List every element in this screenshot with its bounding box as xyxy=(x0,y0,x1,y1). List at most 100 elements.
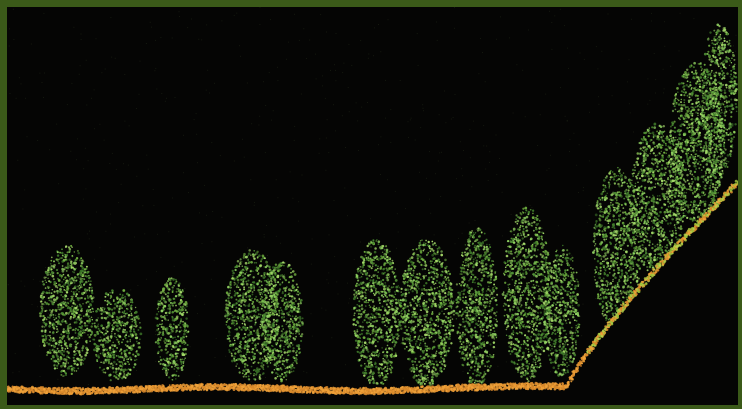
vegetation-point xyxy=(225,324,228,326)
vegetation-point xyxy=(53,318,56,321)
vegetation-point xyxy=(67,352,70,355)
vegetation-point xyxy=(273,285,276,288)
vegetation-point xyxy=(76,249,79,252)
vegetation-point xyxy=(284,371,287,374)
vegetation-point xyxy=(281,325,284,328)
noise-point xyxy=(279,242,281,244)
vegetation-point xyxy=(177,311,180,313)
vegetation-point xyxy=(161,323,163,325)
vegetation-point xyxy=(436,286,439,289)
vegetation-point xyxy=(375,354,378,357)
vegetation-point xyxy=(120,352,123,355)
noise-point xyxy=(334,256,336,258)
vegetation-point xyxy=(241,283,244,286)
vegetation-point xyxy=(83,268,87,271)
vegetation-point xyxy=(416,326,418,328)
vegetation-point xyxy=(406,280,409,284)
vegetation-point xyxy=(426,329,429,332)
vegetation-point xyxy=(293,273,297,276)
vegetation-point xyxy=(160,337,163,339)
vegetation-point xyxy=(408,313,411,316)
vegetation-point xyxy=(247,279,250,282)
noise-point xyxy=(557,225,559,227)
vegetation-point xyxy=(394,291,396,293)
vegetation-point xyxy=(126,358,128,361)
vegetation-point xyxy=(65,289,67,292)
vegetation-point xyxy=(125,312,128,315)
vegetation-point xyxy=(376,275,379,277)
vegetation-point xyxy=(292,306,295,309)
vegetation-point xyxy=(95,355,98,357)
vegetation-point xyxy=(438,281,441,284)
vegetation-point xyxy=(80,309,83,313)
vegetation-point xyxy=(175,290,178,293)
vegetation-point xyxy=(50,268,53,271)
vegetation-point xyxy=(419,355,422,358)
vegetation-point xyxy=(440,348,443,351)
vegetation-point xyxy=(385,348,388,351)
vegetation-point xyxy=(128,335,130,338)
noise-point xyxy=(173,357,175,359)
vegetation-point xyxy=(267,341,271,345)
vegetation-point xyxy=(424,307,428,310)
vegetation-point xyxy=(158,345,161,348)
vegetation-point xyxy=(133,325,135,327)
noise-point xyxy=(182,172,184,174)
vegetation-point xyxy=(74,329,76,332)
vegetation-point xyxy=(69,280,73,283)
noise-point xyxy=(655,79,657,81)
noise-point xyxy=(58,183,60,185)
noise-point xyxy=(196,313,198,315)
vegetation-point xyxy=(109,379,112,382)
vegetation-point xyxy=(239,316,242,319)
noise-point xyxy=(139,60,141,62)
vegetation-point xyxy=(257,370,260,373)
vegetation-point xyxy=(386,311,389,315)
vegetation-point xyxy=(265,358,268,362)
vegetation-point xyxy=(237,281,240,284)
vegetation-point xyxy=(47,334,49,337)
vegetation-point xyxy=(121,307,123,310)
vegetation-point xyxy=(280,368,283,371)
vegetation-point xyxy=(108,339,112,342)
vegetation-point xyxy=(263,313,266,316)
vegetation-point xyxy=(291,298,294,301)
vegetation-point xyxy=(123,349,126,353)
vegetation-point xyxy=(295,350,299,353)
vegetation-point xyxy=(264,333,267,336)
noise-point xyxy=(633,131,634,133)
vegetation-point xyxy=(242,292,245,295)
vegetation-point xyxy=(247,378,251,381)
vegetation-point xyxy=(424,244,427,247)
noise-point xyxy=(18,77,20,79)
noise-point xyxy=(318,152,320,154)
vegetation-point xyxy=(112,298,115,301)
vegetation-point xyxy=(393,271,396,274)
vegetation-point xyxy=(239,372,241,374)
vegetation-point xyxy=(259,368,261,370)
vegetation-point xyxy=(131,346,133,349)
vegetation-point xyxy=(443,368,445,370)
vegetation-point xyxy=(58,343,60,346)
vegetation-point xyxy=(391,366,394,370)
vegetation-point xyxy=(247,258,250,261)
vegetation-point xyxy=(134,336,138,340)
noise-point xyxy=(275,235,277,237)
vegetation-point xyxy=(113,345,116,347)
vegetation-point xyxy=(104,299,106,302)
vegetation-point xyxy=(103,317,106,319)
vegetation-point xyxy=(390,286,393,289)
noise-point xyxy=(735,50,737,52)
noise-point xyxy=(43,72,45,74)
vegetation-point xyxy=(86,327,89,330)
vegetation-point xyxy=(299,351,301,354)
vegetation-point xyxy=(168,308,171,311)
vegetation-point xyxy=(117,377,120,381)
vegetation-point xyxy=(444,275,447,279)
vegetation-point xyxy=(427,306,430,308)
vegetation-point xyxy=(233,290,236,292)
noise-point xyxy=(550,371,552,373)
vegetation-point xyxy=(422,340,425,342)
vegetation-point xyxy=(76,305,79,308)
noise-point xyxy=(578,192,580,193)
